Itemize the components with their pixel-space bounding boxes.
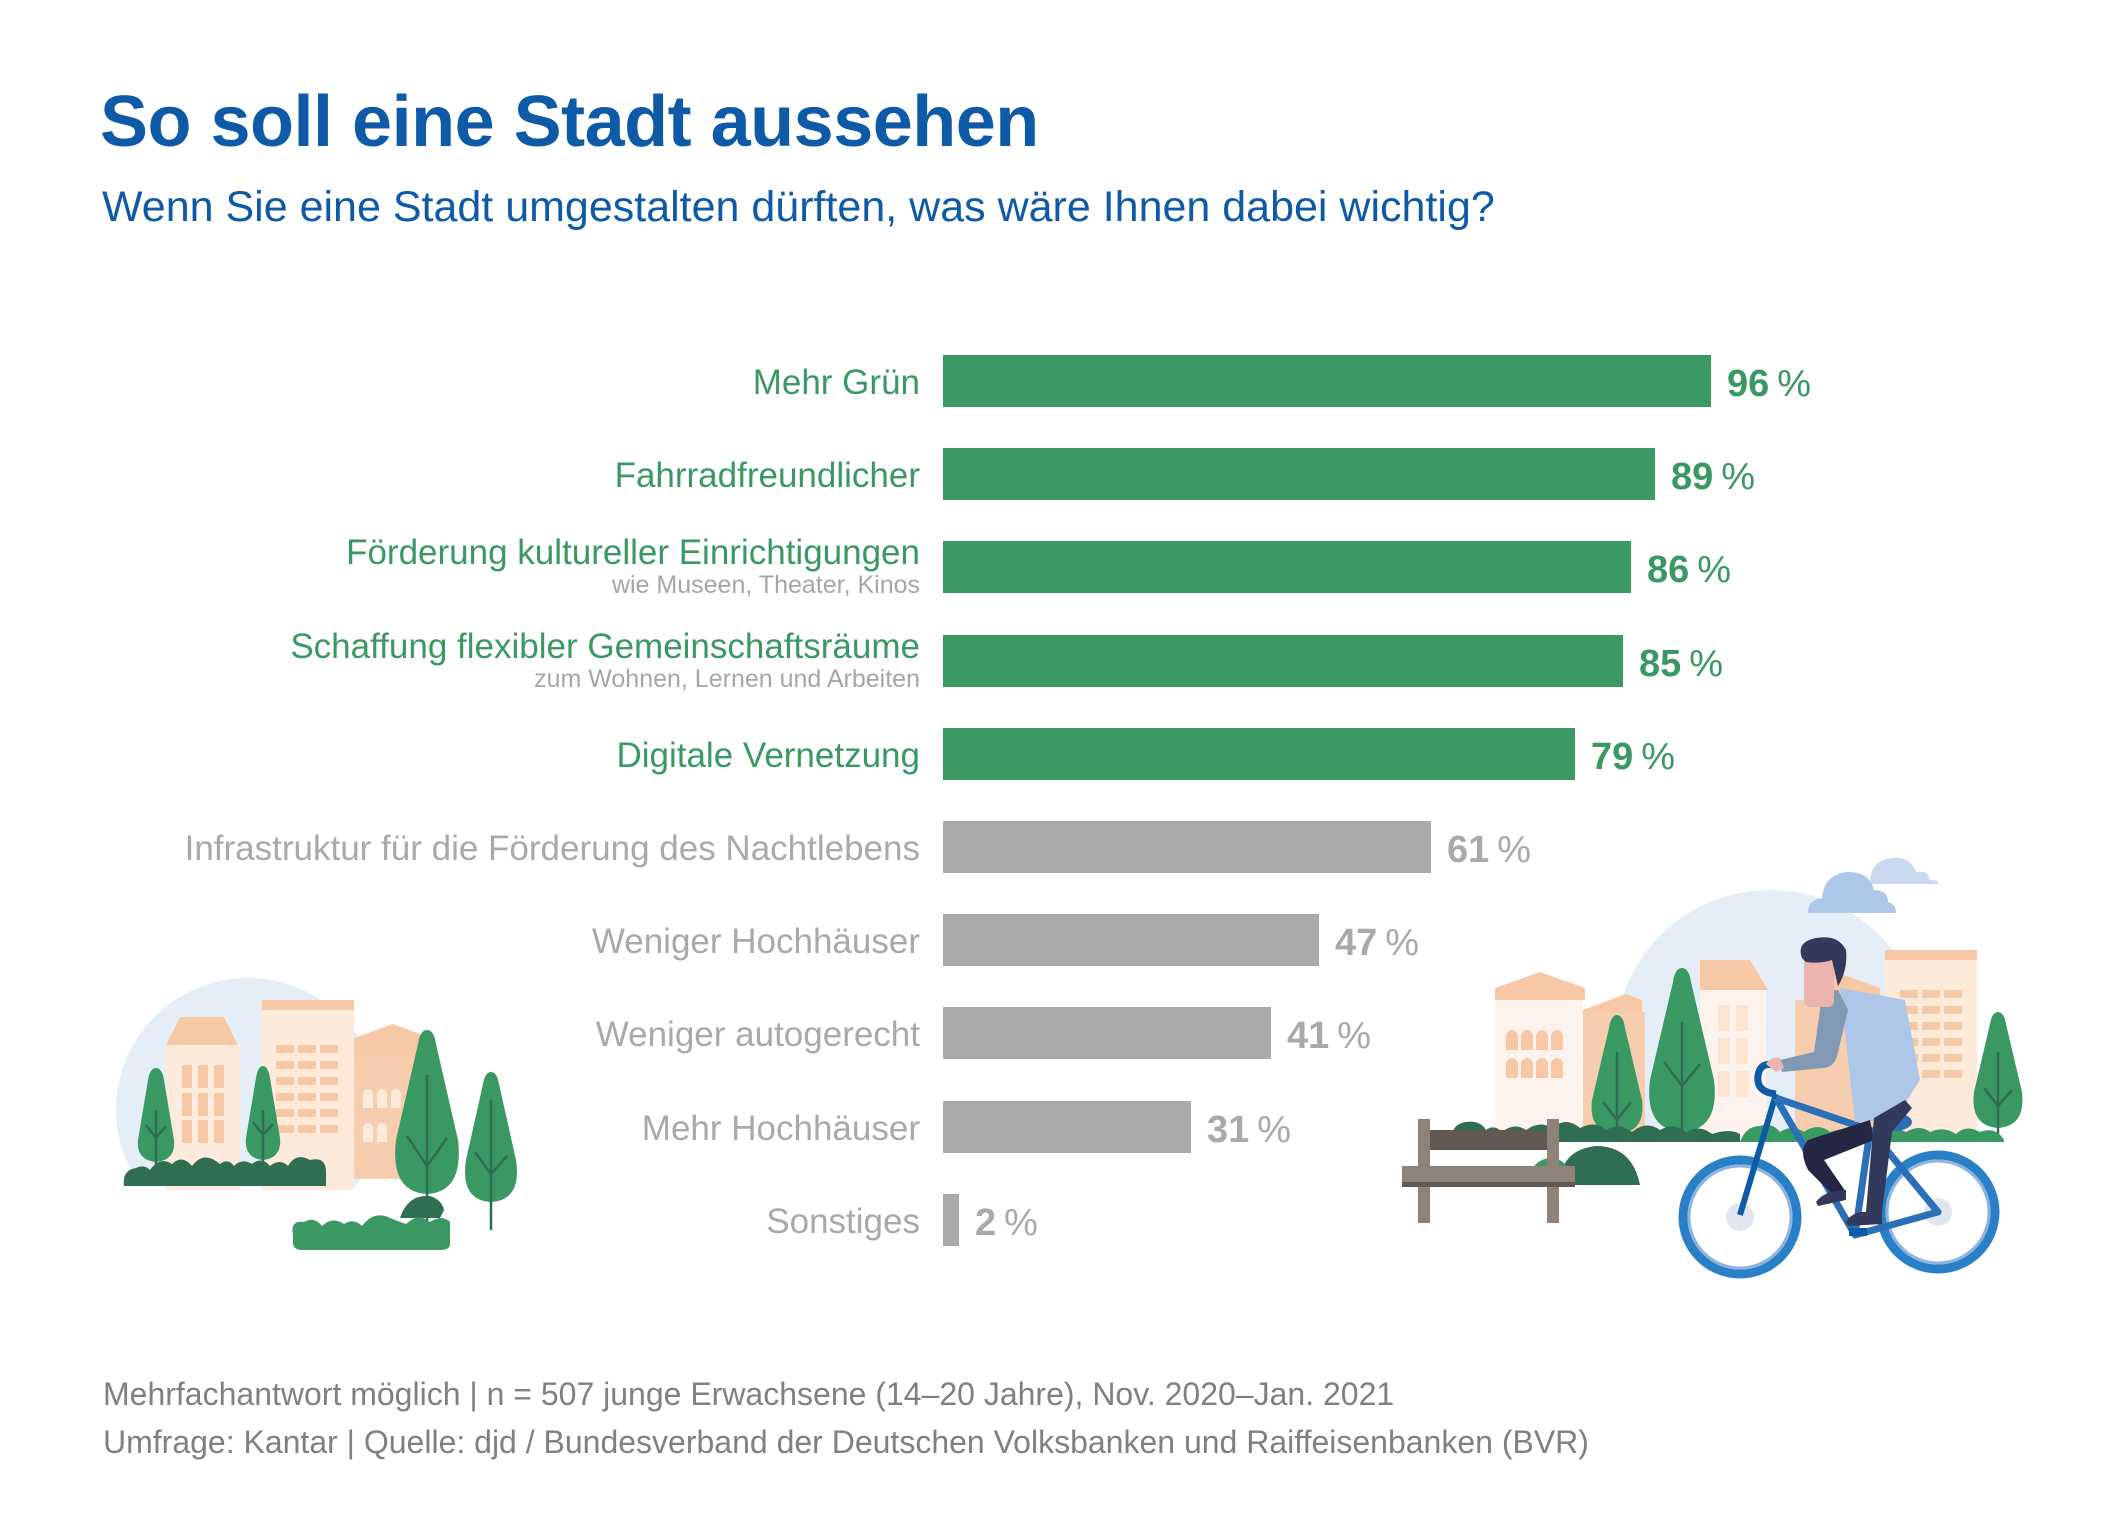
category-sublabel: wie Museen, Theater, Kinos: [611, 571, 920, 600]
value-unit: %: [1777, 363, 1812, 405]
value-unit: %: [1689, 642, 1724, 685]
category-label: Mehr Hochhäuser: [641, 1108, 920, 1148]
category-label: Schaffung flexibler Gemeinschaftsräume: [290, 626, 920, 666]
building-icon: [354, 1024, 420, 1179]
building-icon: [1700, 960, 1768, 1140]
bar: [943, 727, 1575, 780]
footer-methodology: Mehrfachantwort möglich | n = 507 junge …: [103, 1376, 1395, 1412]
cloud-icon: [1870, 857, 1939, 884]
value-label: 79%: [1591, 738, 1675, 776]
value-number: 96: [1727, 363, 1770, 405]
bar: [943, 1193, 959, 1246]
value-unit: %: [1257, 1108, 1292, 1151]
value-number: 89: [1671, 456, 1714, 499]
chart-title: So soll eine Stadt aussehen: [100, 82, 1039, 162]
category-label: Sonstiges: [766, 1201, 920, 1241]
park-illustration-right: [1400, 857, 2040, 1300]
hedge-icon: [123, 1157, 326, 1186]
value-unit: %: [1697, 549, 1732, 592]
bar: [943, 821, 1431, 873]
category-label: Digitale Vernetzung: [616, 735, 920, 775]
category-sublabel: zum Wohnen, Lernen und Arbeiten: [534, 664, 920, 693]
value-number: 79: [1591, 735, 1634, 778]
tree-icon: [1591, 1015, 1643, 1140]
value-unit: %: [1337, 1015, 1372, 1058]
tree-icon: [1973, 1012, 2023, 1140]
bar: [943, 448, 1655, 501]
bar: [943, 1007, 1271, 1060]
tree-icon: [465, 1072, 517, 1230]
value-unit: %: [1004, 1201, 1038, 1244]
value-number: 61: [1447, 829, 1490, 871]
value-unit: %: [1641, 735, 1676, 778]
footer-source: Umfrage: Kantar | Quelle: djd / Bundesve…: [103, 1424, 1589, 1460]
bar: [943, 355, 1711, 407]
category-label: Weniger Hochhäuser: [591, 922, 920, 962]
value-unit: %: [1385, 922, 1420, 965]
value-number: 31: [1207, 1108, 1250, 1151]
value-label: 61%: [1447, 831, 1531, 869]
tree-icon: [1649, 968, 1715, 1140]
bar: [943, 634, 1623, 687]
category-label: Fahrradfreundlicher: [614, 456, 920, 496]
value-unit: %: [1721, 456, 1756, 499]
value-number: 41: [1287, 1015, 1330, 1058]
chart-subtitle: Wenn Sie eine Stadt umgestalten dürften,…: [102, 183, 1495, 231]
bar: [943, 541, 1631, 594]
bar: [943, 1100, 1191, 1153]
cyclist-icon: [1766, 937, 1920, 1226]
value-number: 85: [1639, 642, 1682, 685]
bush-icon: [1560, 1146, 1640, 1185]
bush-icon: [292, 1215, 450, 1250]
value-number: 47: [1335, 922, 1378, 965]
value-label: 31%: [1207, 1111, 1291, 1149]
value-number: 2: [975, 1201, 997, 1244]
category-label: Mehr Grün: [752, 363, 920, 402]
bench-icon: [1402, 1119, 1575, 1223]
value-label: 41%: [1287, 1017, 1371, 1055]
building-icon: [1495, 972, 1585, 1140]
value-label: 2%: [975, 1204, 1038, 1242]
value-label: 85%: [1639, 645, 1723, 683]
cloud-icon: [1808, 872, 1896, 913]
category-label: Infrastruktur für die Förderung des Nach…: [184, 829, 920, 868]
city-illustration-left: [100, 978, 560, 1260]
bush-icon: [400, 1195, 444, 1218]
value-label: 47%: [1335, 924, 1419, 962]
bar: [943, 914, 1319, 967]
category-label: Förderung kultureller Einrichtigungen: [346, 533, 920, 573]
value-unit: %: [1497, 829, 1532, 871]
value-label: 86%: [1647, 551, 1731, 589]
value-label: 96%: [1727, 365, 1811, 403]
value-number: 86: [1647, 549, 1690, 592]
category-label: Weniger autogerecht: [595, 1015, 920, 1055]
value-label: 89%: [1671, 458, 1755, 496]
